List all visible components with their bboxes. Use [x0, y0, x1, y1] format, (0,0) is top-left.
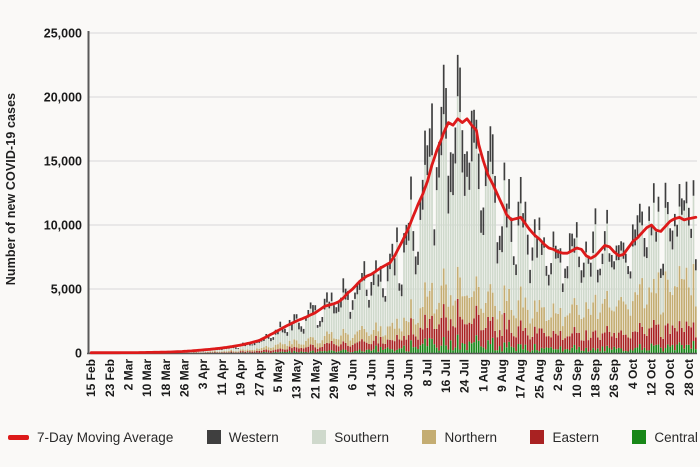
chart-canvas: 0 5,000 10,000 15,000 20,000 25,000 15 Feb 23 F…: [44, 27, 698, 399]
svg-text:2 Sep: 2 Sep: [551, 359, 565, 391]
svg-text:10 Mar: 10 Mar: [140, 359, 154, 397]
legend-item-eastern: Eastern: [530, 430, 599, 445]
svg-text:15,000: 15,000: [44, 155, 82, 169]
svg-text:26 Sep: 26 Sep: [607, 359, 621, 398]
moving-average-line-swatch: [8, 434, 29, 440]
legend-item-moving-average: 7-Day Moving Average: [8, 430, 173, 445]
svg-text:10 Sep: 10 Sep: [570, 359, 584, 398]
svg-text:26 Mar: 26 Mar: [178, 359, 192, 397]
legend-swatch-eastern: [530, 430, 545, 444]
svg-text:18 Sep: 18 Sep: [588, 359, 602, 398]
svg-text:2 Mar: 2 Mar: [122, 359, 136, 391]
legend-label-central: Central: [654, 429, 698, 445]
legend-item-southern: Southern: [312, 430, 389, 445]
svg-text:15 Feb: 15 Feb: [84, 359, 98, 397]
legend-item-northern: Northern: [422, 430, 497, 445]
legend-item-central: Central: [632, 430, 698, 445]
legend-swatch-central: [632, 430, 647, 444]
svg-text:17 Aug: 17 Aug: [514, 359, 528, 399]
svg-text:4 Oct: 4 Oct: [626, 359, 640, 389]
svg-text:27 Apr: 27 Apr: [252, 359, 266, 396]
svg-text:20 Oct: 20 Oct: [663, 359, 677, 396]
svg-text:10,000: 10,000: [44, 219, 82, 233]
svg-text:1 Aug: 1 Aug: [476, 359, 490, 392]
legend-label-northern: Northern: [444, 429, 497, 445]
svg-text:13 May: 13 May: [290, 359, 304, 399]
svg-text:28 Oct: 28 Oct: [682, 359, 696, 396]
legend-swatch-southern: [312, 430, 327, 444]
svg-text:18 Mar: 18 Mar: [159, 359, 173, 397]
svg-text:0: 0: [75, 347, 82, 361]
svg-text:6 Jun: 6 Jun: [346, 359, 360, 390]
legend-item-western: Western: [206, 429, 279, 445]
svg-text:5 May: 5 May: [271, 359, 285, 393]
svg-text:24 Jul: 24 Jul: [458, 359, 472, 393]
svg-text:12 Oct: 12 Oct: [645, 359, 659, 396]
svg-text:22 Jun: 22 Jun: [383, 359, 397, 397]
svg-text:30 Jun: 30 Jun: [402, 359, 416, 397]
legend-label-moving-average: 7-Day Moving Average: [37, 429, 174, 445]
svg-text:14 Jun: 14 Jun: [364, 359, 378, 397]
legend-label-southern: Southern: [334, 429, 390, 445]
chart-legend: 7-Day Moving Average Western Southern No…: [8, 424, 698, 450]
svg-text:16 Jul: 16 Jul: [439, 359, 453, 393]
legend-label-western: Western: [228, 429, 279, 445]
svg-text:5,000: 5,000: [51, 283, 82, 297]
svg-text:11 Apr: 11 Apr: [215, 359, 229, 396]
svg-text:19 Apr: 19 Apr: [234, 359, 248, 396]
svg-text:21 May: 21 May: [308, 359, 322, 399]
svg-text:25,000: 25,000: [44, 27, 82, 41]
svg-text:29 May: 29 May: [327, 359, 341, 399]
svg-text:20,000: 20,000: [44, 91, 82, 105]
svg-text:23 Feb: 23 Feb: [103, 359, 117, 397]
svg-text:9 Aug: 9 Aug: [495, 359, 509, 392]
svg-text:25 Aug: 25 Aug: [532, 359, 546, 399]
svg-text:3 Apr: 3 Apr: [196, 359, 210, 390]
svg-text:8 Jul: 8 Jul: [420, 359, 434, 386]
legend-swatch-northern: [422, 430, 437, 444]
legend-label-eastern: Eastern: [552, 429, 599, 445]
legend-swatch-western: [206, 430, 221, 444]
